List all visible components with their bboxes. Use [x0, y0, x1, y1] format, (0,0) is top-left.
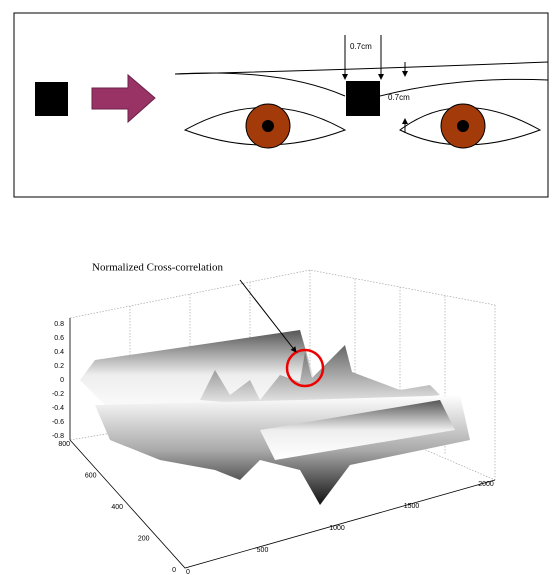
x-tick-label: 1500 — [404, 503, 420, 510]
x-tick-label: 500 — [257, 547, 269, 554]
z-tick-label: 0.4 — [54, 349, 64, 356]
x-tick-label: 0 — [186, 569, 190, 575]
annotation: Normalized Cross-correlation — [92, 262, 224, 274]
diagram: 0.7cm 0.7cm — [14, 13, 548, 197]
z-tick-label: 0.8 — [54, 321, 64, 328]
y-tick-label: 200 — [138, 535, 150, 542]
measure-label: 0.7cm — [388, 93, 410, 102]
y-tick-label: 600 — [85, 472, 97, 479]
z-tick-label: -0.2 — [52, 391, 64, 398]
z-tick-label: 0.2 — [54, 363, 64, 370]
y-tick-label: 0 — [172, 567, 176, 574]
x-tick-label: 1000 — [329, 525, 345, 532]
y-tick-label: 400 — [111, 504, 123, 511]
pupil-right — [457, 120, 469, 132]
z-tick-label: -0.6 — [52, 419, 64, 426]
z-tick-label: 0 — [60, 377, 64, 384]
template-square — [35, 82, 68, 116]
pupil-left — [262, 120, 274, 132]
x-tick-label: 2000 — [478, 481, 494, 488]
figure: 0.7cm 0.7cm Normalized Cross-correlation… — [0, 0, 553, 575]
z-tick-label: -0.8 — [52, 433, 64, 440]
y-tick-label: 800 — [58, 441, 70, 448]
z-tick-label: 0.6 — [54, 335, 64, 342]
measure-label: 0.7cm — [350, 42, 372, 51]
surface-plot: Normalized Cross-correlation 0.8 0.6 0.4 0.… — [52, 262, 495, 575]
z-tick-label: -0.4 — [52, 405, 64, 412]
match-square — [346, 81, 380, 116]
